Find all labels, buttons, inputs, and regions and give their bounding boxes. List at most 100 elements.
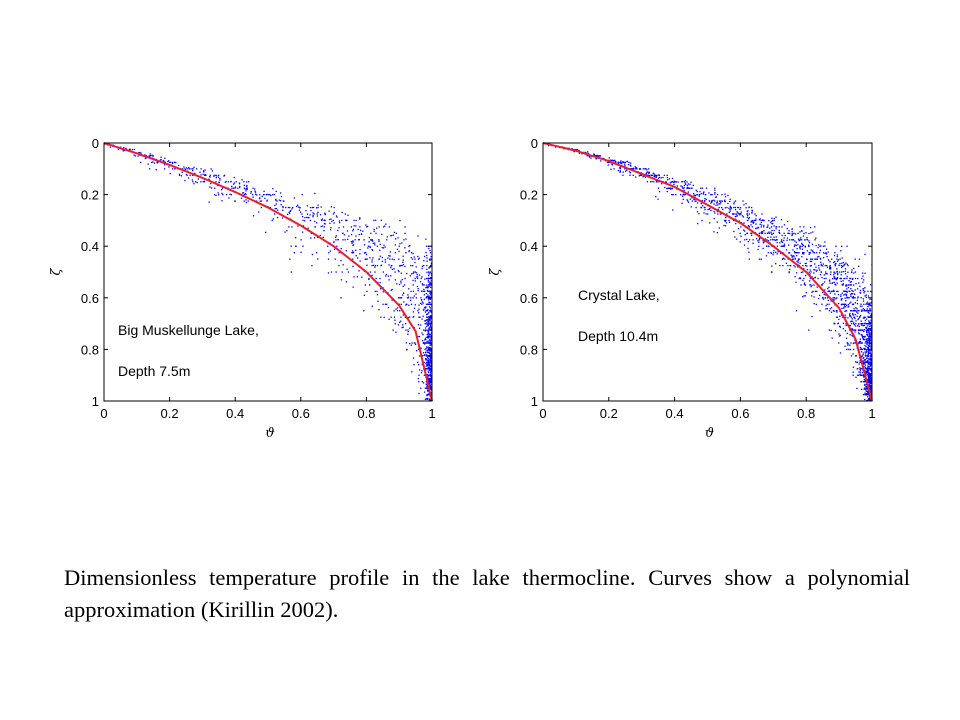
data-point [427, 362, 429, 365]
data-point [822, 282, 824, 285]
data-point [686, 187, 688, 189]
data-point [862, 300, 865, 302]
data-point [646, 171, 648, 173]
data-point [850, 288, 852, 290]
data-point [426, 351, 429, 353]
data-point [739, 208, 741, 210]
data-point [800, 271, 803, 274]
data-point [429, 381, 432, 383]
data-point [429, 339, 431, 341]
data-point [352, 244, 354, 247]
data-point [833, 310, 835, 312]
data-point [862, 288, 865, 290]
data-point [869, 382, 872, 384]
data-point [785, 262, 788, 264]
data-point [788, 252, 791, 254]
data-point [622, 171, 624, 173]
data-point [427, 330, 430, 333]
data-point [428, 258, 431, 260]
data-point [404, 316, 406, 318]
data-point [804, 274, 807, 277]
data-point [830, 271, 832, 273]
data-point [863, 378, 865, 381]
data-point [758, 219, 761, 221]
data-point [394, 244, 397, 246]
data-point [152, 161, 154, 163]
data-point [746, 210, 748, 213]
data-point [770, 231, 772, 233]
data-point [429, 327, 431, 329]
data-point [429, 307, 432, 309]
data-point [221, 187, 224, 189]
data-point [673, 183, 675, 186]
data-point [429, 372, 432, 374]
data-point [840, 280, 842, 283]
data-point [724, 199, 726, 201]
data-point [870, 364, 872, 367]
data-point [772, 253, 774, 256]
data-point [773, 219, 775, 222]
data-point [829, 261, 831, 263]
data-point [729, 206, 732, 209]
data-point [738, 220, 741, 222]
data-point [825, 253, 828, 255]
data-point [423, 284, 425, 286]
data-point [859, 340, 862, 343]
data-point [295, 237, 297, 239]
data-point [683, 181, 686, 183]
data-point [802, 264, 804, 267]
data-point [747, 224, 749, 227]
data-point [275, 207, 278, 210]
data-point [429, 264, 432, 267]
data-point [862, 272, 864, 274]
data-point [816, 269, 818, 271]
data-point [814, 290, 817, 293]
data-point [429, 286, 432, 288]
data-point [316, 222, 318, 224]
data-point [843, 303, 845, 305]
data-point [867, 361, 869, 363]
data-point [870, 359, 872, 361]
data-point [314, 220, 316, 223]
data-point [847, 271, 849, 273]
data-point [374, 244, 376, 246]
data-point [770, 239, 772, 241]
data-point [671, 187, 674, 189]
data-point [252, 196, 254, 198]
data-point [398, 303, 401, 305]
data-point [307, 227, 309, 229]
data-point [428, 323, 430, 325]
data-point [820, 284, 823, 286]
data-point [834, 293, 836, 295]
data-point [789, 268, 791, 271]
data-point [858, 341, 861, 343]
data-point [838, 333, 840, 335]
data-point [163, 160, 165, 162]
data-point [388, 226, 391, 228]
data-point [424, 348, 426, 351]
data-point [869, 381, 871, 384]
data-point [288, 211, 290, 213]
data-point [427, 377, 430, 379]
data-point [149, 153, 151, 155]
data-point [864, 344, 866, 347]
data-point [428, 351, 430, 354]
data-point [747, 214, 749, 217]
data-point [275, 203, 277, 205]
data-point [867, 355, 869, 358]
data-point [168, 161, 171, 164]
data-point [836, 310, 838, 312]
data-point [414, 280, 417, 282]
data-point [834, 272, 836, 274]
data-point [859, 314, 862, 317]
data-point [669, 187, 671, 189]
data-point [427, 347, 429, 349]
data-point [427, 357, 429, 360]
data-point [423, 298, 425, 300]
data-point [714, 212, 716, 214]
data-point [427, 318, 429, 320]
data-point [429, 291, 432, 293]
data-point [405, 342, 408, 344]
data-point [429, 378, 431, 380]
